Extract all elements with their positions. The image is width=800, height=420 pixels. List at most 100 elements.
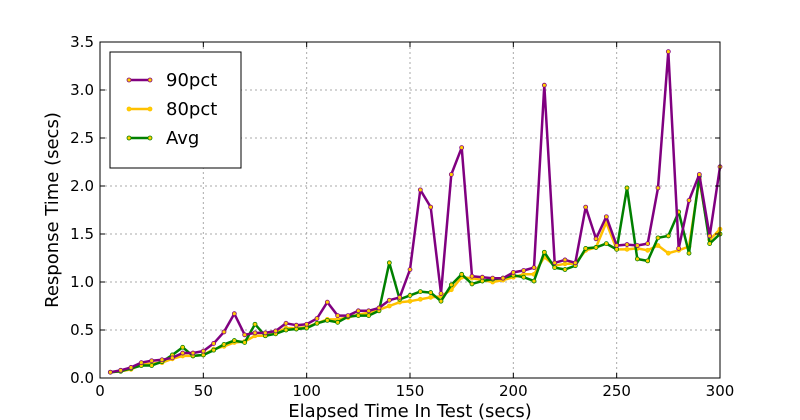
data-point-90pct: [552, 260, 558, 266]
data-point-90pct: [521, 268, 527, 273]
series-90pct: [107, 49, 723, 375]
data-point-90pct: [190, 350, 196, 356]
data-point-90pct: [211, 341, 217, 346]
data-point-avg: [314, 320, 320, 326]
data-point-avg: [417, 289, 423, 295]
data-point-avg: [324, 317, 330, 323]
data-point-90pct: [603, 214, 609, 220]
series-line-80pct: [110, 178, 721, 374]
data-point-avg: [479, 278, 485, 284]
data-point-avg: [448, 282, 454, 288]
legend-marker: [126, 106, 132, 112]
y-tick-label: 3.5: [70, 33, 94, 51]
data-point-avg: [583, 245, 589, 251]
y-tick-label: 2.0: [70, 177, 94, 195]
data-point-90pct: [169, 355, 175, 361]
data-point-80pct: [562, 261, 568, 267]
data-point-90pct: [696, 172, 702, 177]
data-point-90pct: [242, 332, 248, 338]
legend-item-80pct: 80pct: [126, 99, 217, 120]
x-tick-label: 300: [706, 382, 735, 400]
y-tick-label: 0.5: [70, 321, 94, 339]
data-point-90pct: [335, 313, 341, 319]
data-point-90pct: [500, 275, 506, 281]
legend-marker: [147, 135, 153, 141]
series-line-avg: [110, 175, 721, 374]
legend-marker: [126, 77, 132, 83]
data-point-90pct: [107, 369, 113, 375]
data-point-90pct: [686, 197, 692, 203]
x-tick-label: 50: [194, 382, 213, 400]
data-point-avg: [366, 313, 372, 319]
y-axis-label: Response Time (secs): [42, 112, 63, 308]
data-point-90pct: [273, 328, 279, 334]
legend-marker: [147, 106, 153, 112]
y-tick-label: 1.0: [70, 273, 94, 291]
x-tick-label: 0: [95, 382, 105, 400]
data-point-90pct: [355, 308, 361, 314]
data-point-90pct: [118, 367, 124, 373]
data-point-avg: [407, 293, 413, 298]
data-point-90pct: [459, 145, 465, 151]
data-point-80pct: [624, 246, 630, 252]
data-point-90pct: [138, 360, 144, 366]
data-point-90pct: [428, 204, 434, 210]
data-point-90pct: [366, 308, 372, 314]
data-point-90pct: [572, 260, 578, 266]
data-point-avg: [231, 338, 237, 343]
data-point-90pct: [221, 329, 227, 335]
data-point-avg: [304, 325, 310, 331]
data-point-90pct: [479, 274, 485, 280]
series-lines: [107, 49, 723, 375]
data-point-80pct: [386, 303, 392, 309]
data-point-80pct: [645, 247, 651, 253]
data-point-90pct: [128, 365, 134, 370]
data-point-90pct: [231, 311, 237, 317]
legend-item-90pct: 90pct: [126, 70, 217, 91]
data-point-avg: [293, 326, 299, 332]
y-tick-label: 3.0: [70, 81, 94, 99]
data-point-90pct: [707, 233, 713, 239]
data-point-90pct: [438, 291, 444, 296]
data-point-90pct: [293, 322, 299, 328]
data-point-avg: [603, 241, 609, 247]
legend-marker: [147, 77, 153, 83]
data-point-avg: [355, 313, 361, 319]
data-point-avg: [469, 281, 475, 287]
data-point-90pct: [200, 348, 206, 354]
data-point-90pct: [159, 357, 165, 363]
data-point-90pct: [324, 299, 330, 305]
data-point-avg: [541, 249, 547, 255]
data-point-avg: [521, 274, 527, 280]
legend-label: 80pct: [166, 99, 217, 120]
data-point-90pct: [252, 330, 258, 336]
data-point-avg: [686, 250, 692, 256]
data-point-avg: [593, 245, 599, 250]
data-point-avg: [562, 267, 568, 272]
data-point-avg: [614, 246, 620, 252]
data-point-avg: [459, 271, 465, 277]
data-point-avg: [242, 340, 248, 345]
data-point-90pct: [562, 257, 568, 263]
data-point-avg: [624, 185, 630, 191]
data-point-avg: [552, 265, 558, 271]
data-point-90pct: [531, 265, 537, 271]
data-point-90pct: [149, 358, 155, 364]
data-point-80pct: [417, 296, 423, 302]
data-point-90pct: [469, 273, 475, 279]
data-point-90pct: [614, 243, 620, 248]
y-tick-label: 2.5: [70, 129, 94, 147]
y-tick-label: 0.0: [70, 369, 94, 387]
data-point-90pct: [583, 204, 589, 210]
data-point-avg: [221, 341, 227, 347]
data-point-avg: [665, 233, 671, 239]
data-point-avg: [645, 258, 651, 264]
data-point-avg: [180, 344, 186, 350]
x-axis-label: Elapsed Time In Test (secs): [288, 401, 532, 420]
data-point-90pct: [624, 242, 630, 247]
legend-label: 90pct: [166, 70, 217, 91]
data-point-avg: [438, 298, 444, 304]
data-point-90pct: [676, 245, 682, 251]
data-point-90pct: [397, 294, 403, 300]
